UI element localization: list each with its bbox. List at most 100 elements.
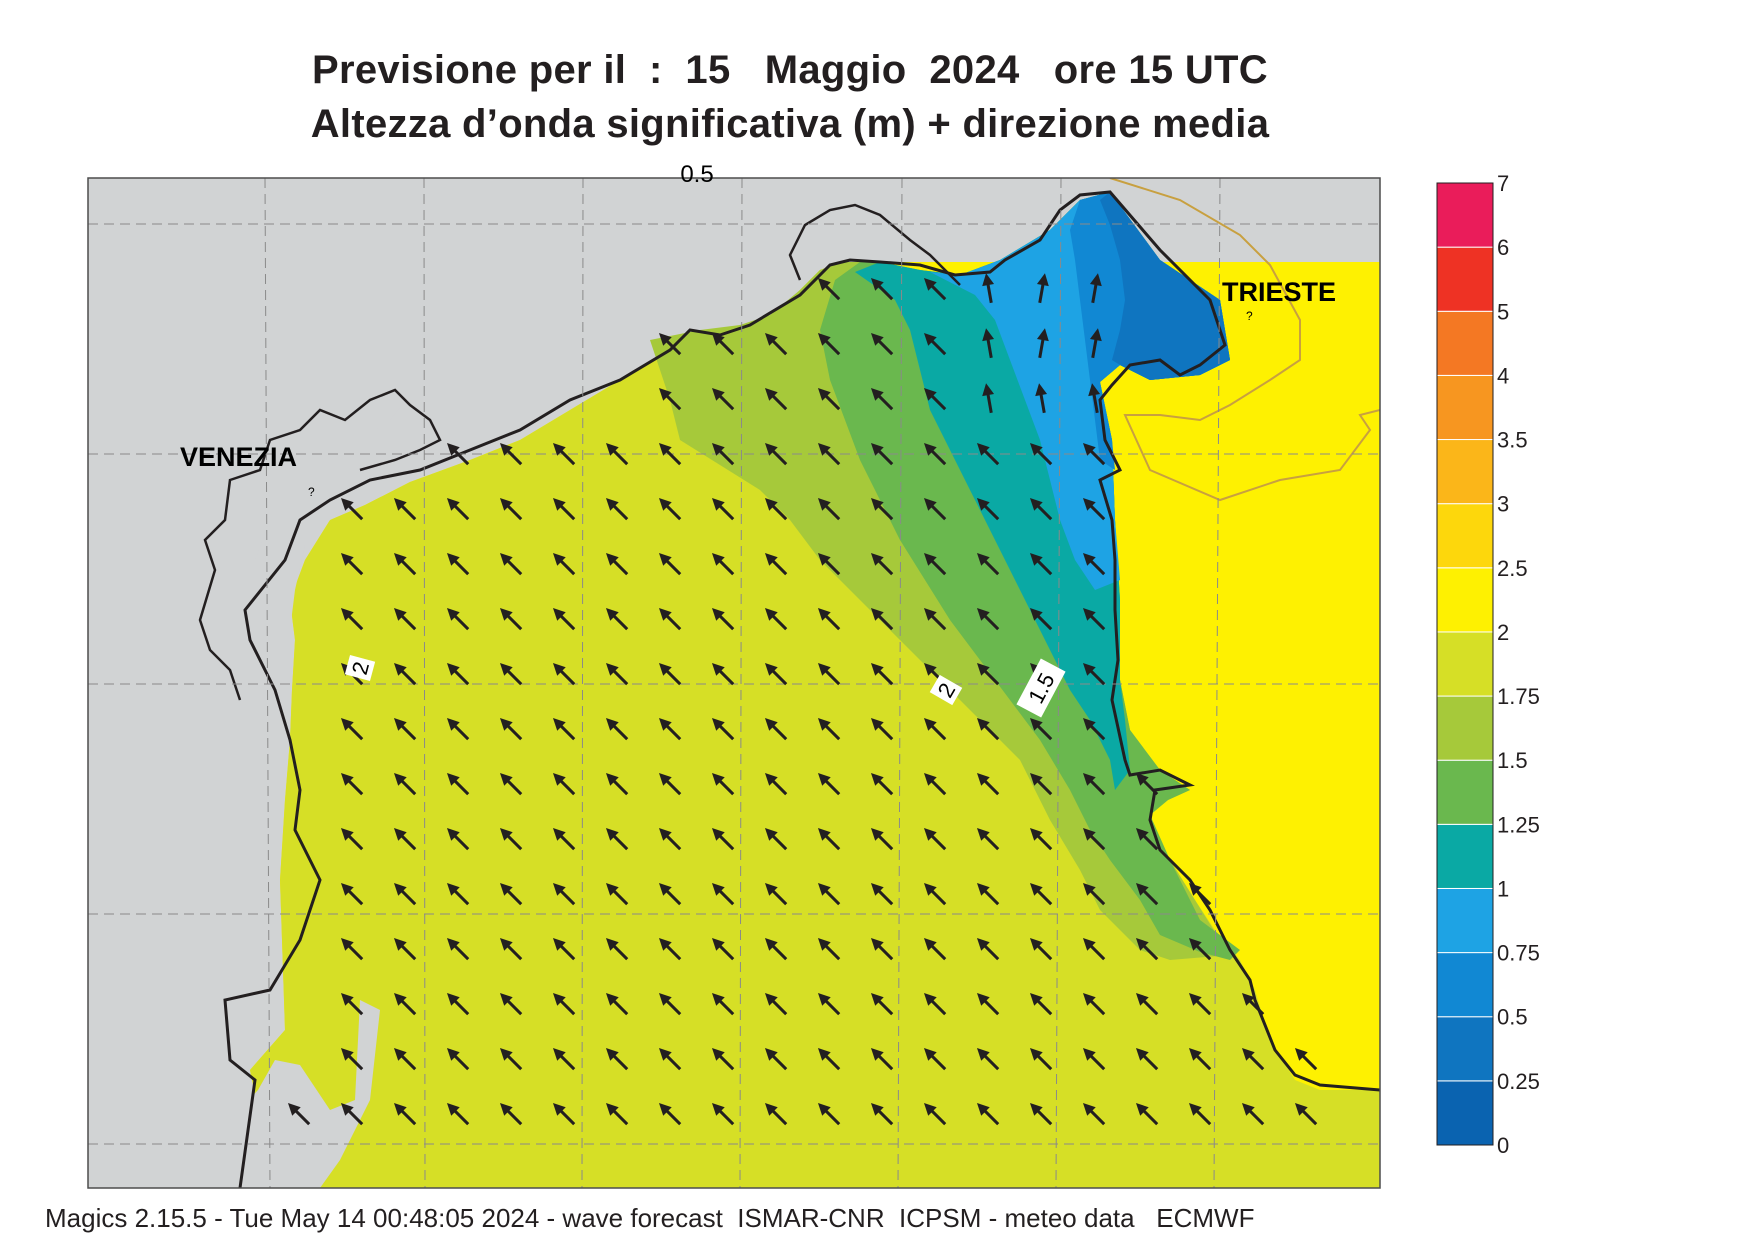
legend-label: 1.5: [1497, 748, 1528, 773]
wave-direction-arrow: [658, 882, 682, 906]
wave-direction-arrow: [1088, 383, 1101, 414]
wave-direction-arrow: [499, 442, 523, 466]
wave-direction-arrow: [552, 937, 576, 961]
wave-direction-arrow: [976, 717, 1000, 741]
wave-direction-arrow: [923, 772, 947, 796]
legend-swatch: [1436, 759, 1494, 825]
wave-direction-arrow: [658, 717, 682, 741]
wave-direction-arrow: [764, 772, 788, 796]
wave-direction-arrow: [552, 552, 576, 576]
wave-direction-arrow: [446, 442, 470, 466]
wave-direction-arrow: [605, 607, 629, 631]
wave-direction-arrow: [923, 717, 947, 741]
wave-direction-arrow: [711, 662, 735, 686]
wave-direction-arrow: [976, 607, 1000, 631]
wave-direction-arrow: [552, 882, 576, 906]
wave-direction-arrow: [764, 992, 788, 1016]
wave-direction-arrow: [976, 827, 1000, 851]
wave-direction-arrow: [764, 607, 788, 631]
legend-swatch: [1436, 1016, 1494, 1082]
wave-direction-arrows: [287, 273, 1318, 1126]
legend-label: 0.25: [1497, 1069, 1540, 1094]
wave-direction-arrow: [711, 882, 735, 906]
legend-label: 2: [1497, 620, 1509, 645]
wave-direction-arrow: [976, 992, 1000, 1016]
color-legend: 0 0.25 0.5 0.75 1 1.25 1.5 1.75 2 2.5 3 3.5 4 5 6 7: [1436, 171, 1540, 1158]
wave-direction-arrow: [817, 772, 841, 796]
wave-direction-arrow: [923, 882, 947, 906]
legend-label: 1.25: [1497, 812, 1540, 837]
wave-direction-arrow: [605, 552, 629, 576]
legend-swatch: [1436, 952, 1494, 1018]
wave-direction-arrow: [552, 607, 576, 631]
wave-direction-arrow: [658, 992, 682, 1016]
legend-swatch: [1436, 1080, 1494, 1146]
wave-direction-arrow: [764, 827, 788, 851]
legend-label: 0.5: [1497, 1005, 1528, 1030]
wave-direction-arrow: [870, 992, 894, 1016]
wave-direction-arrow: [605, 992, 629, 1016]
wave-direction-arrow: [870, 882, 894, 906]
national-border: [1109, 178, 1380, 502]
wave-direction-arrow: [870, 607, 894, 631]
wave-direction-arrow: [446, 497, 470, 521]
wave-direction-arrow: [605, 662, 629, 686]
legend-label: 4: [1497, 363, 1509, 388]
legend-swatch: [1436, 503, 1494, 569]
wave-direction-arrow: [658, 772, 682, 796]
wave-direction-arrow: [499, 497, 523, 521]
wave-direction-arrow: [817, 827, 841, 851]
city-label-trieste: TRIESTE: [1222, 277, 1336, 307]
wave-direction-arrow: [605, 882, 629, 906]
po-delta-land: [222, 1000, 380, 1188]
legend-label: 3.5: [1497, 428, 1528, 453]
legend-frame: [1436, 182, 1494, 1146]
wave-direction-arrow: [817, 992, 841, 1016]
wave-direction-arrow: [817, 552, 841, 576]
legend-label: 3: [1497, 492, 1509, 517]
wave-direction-arrow: [870, 937, 894, 961]
legend-label: 7: [1497, 171, 1509, 196]
legend-label: 0.75: [1497, 941, 1540, 966]
wave-direction-arrow: [923, 992, 947, 1016]
sea-band-0.25-0.5: [1100, 192, 1230, 380]
wave-direction-arrow: [552, 772, 576, 796]
map-frame: [87, 177, 1381, 1189]
wave-direction-arrow: [711, 827, 735, 851]
venice-lagoon-land: [240, 385, 470, 720]
wave-direction-arrow: [658, 937, 682, 961]
marker-trieste: ?: [1246, 309, 1253, 323]
wave-direction-arrow: [870, 662, 894, 686]
wave-direction-arrow: [605, 717, 629, 741]
wave-direction-arrow: [764, 662, 788, 686]
legend-swatch: [1436, 631, 1494, 697]
wave-direction-arrow: [870, 552, 894, 576]
graticule: [88, 178, 1380, 1188]
legend-label: 1: [1497, 876, 1509, 901]
wave-direction-arrow: [764, 717, 788, 741]
wave-direction-arrow: [1036, 328, 1049, 359]
wave-direction-arrow: [552, 827, 576, 851]
wave-direction-arrow: [552, 717, 576, 741]
wave-direction-arrow: [976, 552, 1000, 576]
legend-label: 6: [1497, 235, 1509, 260]
wave-direction-arrow: [982, 383, 995, 414]
wave-direction-arrow: [764, 552, 788, 576]
wave-direction-arrow: [764, 937, 788, 961]
city-label-venezia: VENEZIA: [180, 442, 297, 472]
wave-direction-arrow: [605, 937, 629, 961]
wave-direction-arrow: [982, 273, 995, 304]
wave-direction-arrow: [552, 992, 576, 1016]
wave-direction-arrow: [870, 827, 894, 851]
wave-direction-arrow: [711, 607, 735, 631]
wave-direction-arrow: [340, 497, 364, 521]
wave-direction-arrow: [923, 827, 947, 851]
wave-direction-arrow: [552, 662, 576, 686]
wave-direction-arrow: [976, 937, 1000, 961]
wave-direction-arrow: [393, 497, 417, 521]
legend-swatch: [1436, 374, 1494, 441]
wave-direction-arrow: [870, 717, 894, 741]
contour-label-top: 0.5: [680, 161, 713, 188]
forecast-subtitle: Altezza d’onda significativa (m) + direz…: [310, 102, 1270, 146]
legend-label: 5: [1497, 299, 1509, 324]
